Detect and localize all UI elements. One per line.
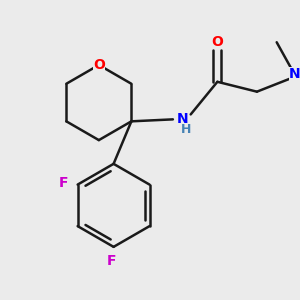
Text: F: F [59,176,68,190]
Text: H: H [181,123,191,136]
Text: O: O [212,35,223,49]
Text: O: O [93,58,105,72]
Text: N: N [289,67,300,81]
Text: F: F [107,254,116,268]
Text: N: N [177,112,189,126]
